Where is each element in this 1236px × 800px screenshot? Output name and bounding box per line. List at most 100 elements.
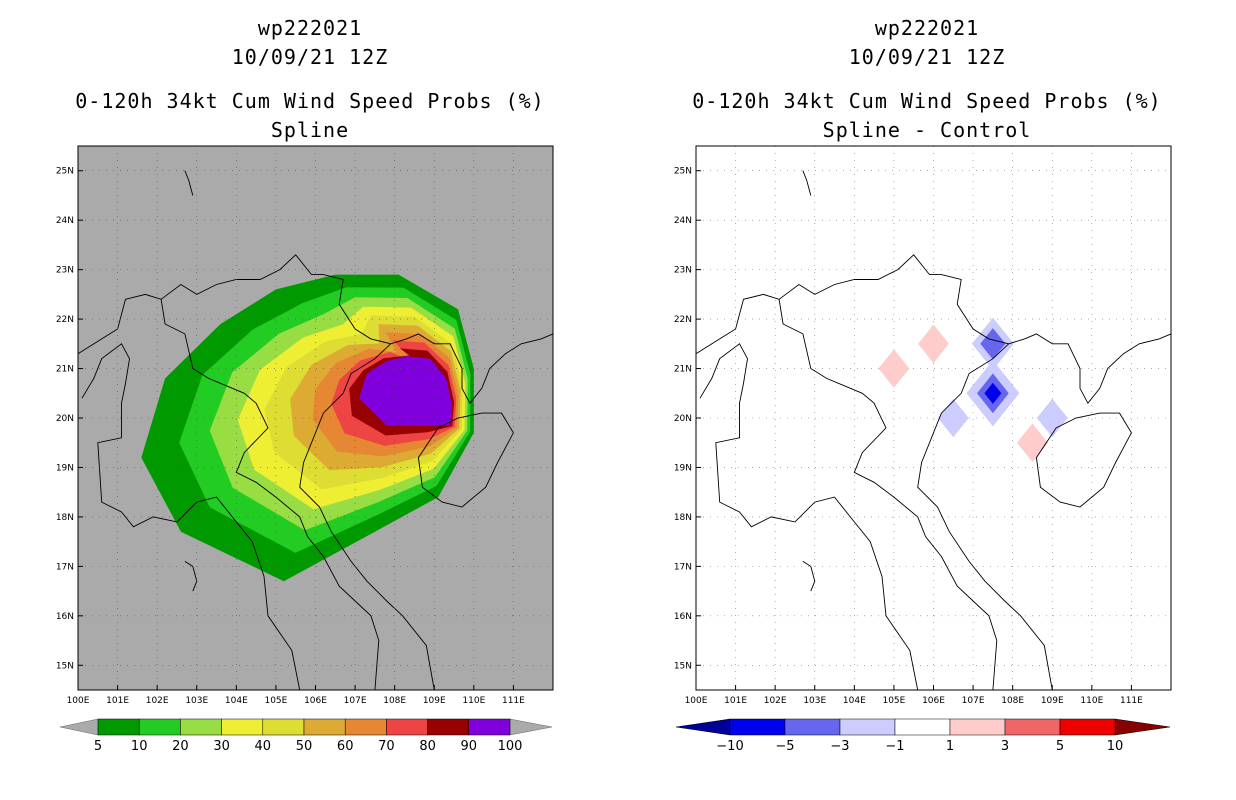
right-datetime: 10/09/21 12Z (848, 45, 1006, 69)
colorbar-label: 40 (255, 739, 272, 754)
right-subtitle: Spline - Control (822, 118, 1032, 142)
colorbar-swatch (344, 718, 387, 736)
border-line (802, 561, 816, 592)
x-tick-label: 104E (225, 696, 248, 706)
axis-ticks: 100E 101E 102E 103E 104E 105E 106E 107E 108E 109E… (56, 167, 525, 706)
colorbar-label: −10 (716, 739, 743, 754)
country-borders (695, 170, 1172, 691)
border-line (390, 333, 554, 405)
colorbar-swatch (427, 718, 470, 736)
y-tick-label: 22N (56, 315, 74, 325)
y-tick-label: 18N (674, 513, 692, 523)
right-map-panel: 100E 101E 102E 103E 104E 105E 106E 107E 108E 109E… (674, 145, 1172, 706)
left-title: 0-120h 34kt Cum Wind Speed Probs (%) (75, 89, 545, 113)
colorbar-under-arrow (59, 718, 99, 736)
y-tick-label: 20N (56, 414, 74, 424)
colorbar-over-arrow (509, 718, 553, 736)
anomaly-diamond (918, 324, 949, 364)
y-tick-label: 15N (56, 661, 74, 671)
y-tick-label: 16N (56, 612, 74, 622)
anomaly-diamond (1036, 398, 1068, 438)
x-tick-label: 105E (882, 696, 905, 706)
colorbar-swatch (468, 718, 511, 736)
x-tick-label: 106E (922, 696, 945, 706)
x-tick-label: 107E (962, 696, 985, 706)
y-tick-label: 21N (674, 365, 692, 375)
border-line (81, 343, 301, 691)
colorbar-under-arrow (675, 718, 731, 736)
border-line (77, 254, 391, 355)
border-line (184, 561, 198, 592)
left-storm-id: wp222021 (257, 16, 363, 40)
y-tick-label: 25N (674, 167, 692, 177)
x-tick-label: 100E (685, 696, 708, 706)
colorbar-swatch (386, 718, 428, 736)
x-tick-label: 101E (106, 696, 129, 706)
colorbar-label: −5 (775, 739, 794, 754)
x-tick-label: 106E (304, 696, 327, 706)
x-tick-label: 108E (1001, 696, 1024, 706)
x-tick-label: 103E (185, 696, 208, 706)
anomaly-diamond (878, 349, 910, 388)
left-colorbar: 5 10 20 30 40 50 60 70 80 90 100 (59, 718, 553, 754)
x-tick-label: 103E (803, 696, 826, 706)
y-tick-label: 23N (56, 266, 74, 276)
border-line (1035, 412, 1132, 508)
x-tick-label: 104E (843, 696, 866, 706)
y-tick-label: 16N (674, 612, 692, 622)
x-tick-label: 105E (264, 696, 287, 706)
y-tick-label: 18N (56, 513, 74, 523)
colorbar-label: 90 (461, 739, 478, 754)
right-storm-id: wp222021 (874, 16, 980, 40)
border-line (184, 170, 194, 196)
colorbar-swatch (839, 718, 896, 736)
colorbar-label: 5 (1056, 739, 1064, 754)
colorbar-swatch (262, 718, 305, 736)
border-line (1008, 333, 1172, 405)
y-tick-label: 15N (674, 661, 692, 671)
left-datetime: 10/09/21 12Z (231, 45, 389, 69)
y-tick-label: 17N (56, 562, 74, 572)
colorbar-label: 10 (1107, 739, 1124, 754)
border-line (917, 343, 1053, 691)
x-tick-label: 111E (502, 696, 525, 706)
border-line (160, 299, 380, 691)
y-tick-label: 19N (674, 463, 692, 473)
colorbar-swatch (949, 718, 1006, 736)
y-tick-label: 20N (674, 414, 692, 424)
border-line (695, 254, 1009, 355)
colorbar-label: 80 (419, 739, 436, 754)
colorbar-swatch (138, 718, 181, 736)
border-line (417, 412, 514, 508)
y-tick-label: 24N (674, 216, 692, 226)
colorbar-label: −1 (885, 739, 904, 754)
colorbar-label: −3 (830, 739, 849, 754)
colorbar-label: 70 (378, 739, 395, 754)
border-line (802, 170, 812, 196)
left-map-panel: 100E 101E 102E 103E 104E 105E 106E 107E 108E 109E… (56, 145, 554, 706)
anomaly-diamond-core (984, 382, 1002, 404)
colorbar-swatch (1004, 718, 1061, 736)
right-title: 0-120h 34kt Cum Wind Speed Probs (%) (692, 89, 1162, 113)
colorbar-swatch (97, 718, 140, 736)
colorbar-over-arrow (1114, 718, 1171, 736)
y-tick-label: 19N (56, 463, 74, 473)
colorbar-swatch (180, 718, 222, 736)
colorbar-swatch (894, 718, 951, 736)
x-tick-label: 108E (383, 696, 406, 706)
colorbar-swatch (221, 718, 264, 736)
x-tick-label: 102E (146, 696, 169, 706)
colorbar-label: 3 (1001, 739, 1009, 754)
left-subtitle: Spline (270, 118, 350, 142)
y-tick-label: 25N (56, 167, 74, 177)
x-tick-label: 111E (1120, 696, 1143, 706)
y-tick-label: 23N (674, 266, 692, 276)
colorbar-label: 10 (131, 739, 148, 754)
colorbar-label: 30 (213, 739, 230, 754)
anomaly-diamond-inner (980, 328, 1006, 360)
x-tick-label: 109E (1041, 696, 1064, 706)
border-line (699, 343, 919, 691)
colorbar-swatch (1059, 718, 1116, 736)
axis-ticks: 100E 101E 102E 103E 104E 105E 106E 107E 108E 109E… (674, 167, 1143, 706)
